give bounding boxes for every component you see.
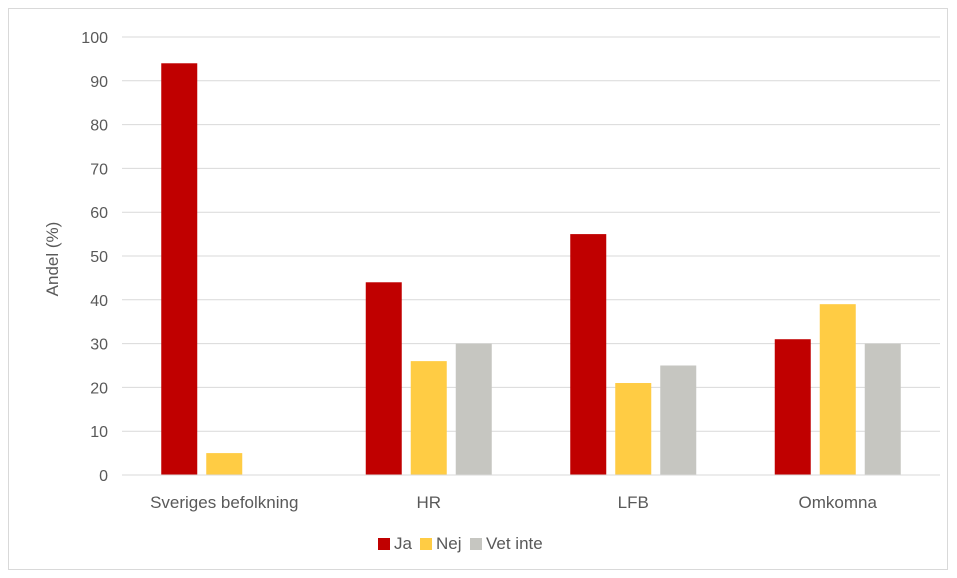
legend: Ja Nej Vet inte bbox=[378, 534, 543, 553]
x-category-label: HR bbox=[416, 493, 441, 512]
bars bbox=[161, 63, 901, 475]
legend-swatch bbox=[420, 538, 432, 550]
legend-label: Vet inte bbox=[486, 534, 543, 553]
legend-label: Ja bbox=[394, 534, 413, 553]
bar-ja bbox=[570, 234, 607, 475]
y-tick-label: 60 bbox=[90, 205, 108, 222]
y-tick-label: 10 bbox=[90, 424, 108, 441]
bar-vet-inte bbox=[864, 343, 901, 475]
bar-ja bbox=[161, 63, 198, 475]
bar-nej bbox=[206, 453, 243, 475]
legend-swatch bbox=[378, 538, 390, 550]
x-category-label: Sveriges befolkning bbox=[150, 493, 298, 512]
axes: 0 10 20 30 40 50 60 70 80 90 100 Sveriges befolknin… bbox=[81, 30, 940, 512]
legend-label: Nej bbox=[436, 534, 462, 553]
legend-swatch bbox=[470, 538, 482, 550]
bar-nej bbox=[615, 383, 652, 475]
bar-nej bbox=[819, 304, 856, 475]
y-tick-label: 0 bbox=[99, 468, 108, 485]
gridlines bbox=[122, 36, 940, 432]
bar-nej bbox=[410, 361, 447, 475]
bar-ja bbox=[365, 282, 402, 475]
y-tick-label: 40 bbox=[90, 293, 108, 310]
x-category-label: LFB bbox=[618, 493, 649, 512]
y-tick-label: 50 bbox=[90, 249, 108, 266]
y-axis-title: Andel (%) bbox=[43, 222, 62, 297]
y-tick-label: 70 bbox=[90, 161, 108, 178]
bar-ja bbox=[774, 339, 811, 475]
y-tick-label: 100 bbox=[81, 30, 108, 47]
x-category-label: Omkomna bbox=[799, 493, 878, 512]
y-tick-label: 90 bbox=[90, 74, 108, 91]
bar-vet-inte bbox=[660, 365, 697, 475]
y-tick-label: 30 bbox=[90, 337, 108, 354]
y-tick-label: 20 bbox=[90, 380, 108, 397]
y-tick-label: 80 bbox=[90, 118, 108, 135]
bar-vet-inte bbox=[455, 343, 492, 475]
